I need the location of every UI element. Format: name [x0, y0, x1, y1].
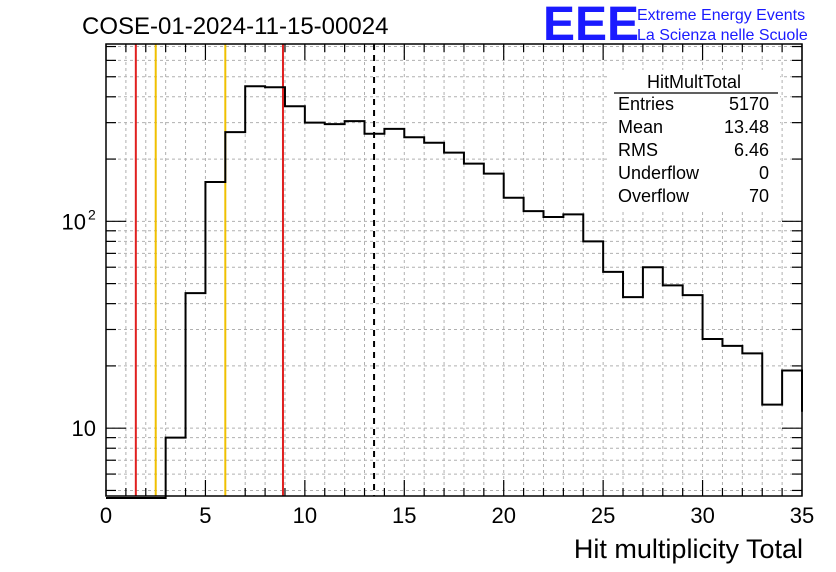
- stats-value: 0: [759, 163, 769, 183]
- histogram-bin: [444, 153, 464, 496]
- marker-lines: [134, 44, 376, 496]
- x-axis-label: Hit multiplicity Total: [574, 534, 803, 564]
- stats-value: 70: [749, 186, 769, 206]
- x-tick-label: 0: [100, 503, 112, 528]
- histogram-bin: [205, 182, 225, 496]
- grid-lines: [106, 44, 802, 496]
- stats-label: Entries: [618, 94, 674, 114]
- x-tick-label: 25: [591, 503, 615, 528]
- stats-rows: Entries 5170 Mean 13.48 RMS 6.46 Underflow 0 Ove…: [618, 94, 769, 206]
- histogram-bin: [325, 124, 345, 496]
- histogram-bin: [623, 297, 643, 496]
- chart-title: COSE-01-2024-11-15-00024: [82, 13, 388, 40]
- stats-box-bg: [610, 70, 780, 212]
- major-ticks: [105, 44, 803, 496]
- histogram-outline: [106, 85, 803, 499]
- histogram-bin: [603, 272, 623, 496]
- histogram-bin: [424, 143, 444, 496]
- histogram-layer: [106, 85, 803, 499]
- histogram-bin: [245, 86, 265, 496]
- stats-box: HitMultTotal Entries 5170 Mean 13.48 RMS 6.46…: [610, 70, 780, 212]
- stats-label: Underflow: [618, 163, 700, 183]
- histogram-bin: [782, 371, 802, 496]
- histogram-bin: [305, 123, 325, 496]
- logo-line-1: Extreme Energy Events: [637, 7, 805, 24]
- x-tick-label: 20: [491, 503, 515, 528]
- eee-logo: EEE Extreme Energy Events La Scienza nel…: [543, 0, 808, 51]
- histogram-bin: [186, 293, 206, 496]
- histogram-bin: [265, 87, 285, 496]
- histogram-bin: [524, 211, 544, 496]
- x-tick-labels: 0 5 10 15 20 25 30 35: [100, 503, 814, 528]
- stats-value: 5170: [729, 94, 769, 114]
- y-tick-base: 10: [62, 209, 86, 234]
- histogram-bin: [225, 132, 245, 496]
- x-tick-label: 5: [199, 503, 211, 528]
- histogram-bin: [285, 106, 305, 496]
- histogram-bin: [762, 405, 782, 496]
- logo-mark: EEE: [543, 0, 639, 51]
- histogram-bin: [563, 214, 583, 496]
- histogram-bin: [683, 295, 703, 496]
- histogram-bin: [504, 198, 524, 496]
- plot-frame: [105, 43, 803, 497]
- histogram-bin: [464, 164, 484, 496]
- histogram-bin: [742, 353, 762, 496]
- y-tick-exponent: 2: [88, 206, 96, 222]
- stats-label: Overflow: [618, 186, 690, 206]
- histogram-bin: [365, 134, 385, 496]
- histogram-bin: [404, 137, 424, 496]
- histogram-bin: [345, 121, 365, 496]
- histogram-bin: [722, 346, 742, 496]
- stats-label: RMS: [618, 140, 658, 160]
- histogram-bin: [384, 129, 404, 496]
- histogram-bin: [583, 241, 603, 496]
- logo-line-2: La Scienza nelle Scuole: [637, 27, 808, 44]
- histogram-bin: [166, 438, 186, 496]
- stats-label: Mean: [618, 117, 663, 137]
- histogram-bin: [663, 285, 683, 496]
- y-tick-label: 10 2: [62, 206, 96, 234]
- histogram-bin: [643, 267, 663, 496]
- y-tick-label: 10: [72, 416, 96, 441]
- histogram-bin: [484, 174, 504, 496]
- y-tick-base: 10: [72, 416, 96, 441]
- x-tick-label: 30: [690, 503, 714, 528]
- x-tick-label: 35: [790, 503, 814, 528]
- stats-value: 6.46: [734, 140, 769, 160]
- stats-title: HitMultTotal: [647, 72, 741, 92]
- x-tick-label: 15: [392, 503, 416, 528]
- histogram-bin: [543, 217, 563, 496]
- histogram-bin: [703, 339, 723, 496]
- x-tick-label: 10: [293, 503, 317, 528]
- stats-value: 13.48: [724, 117, 769, 137]
